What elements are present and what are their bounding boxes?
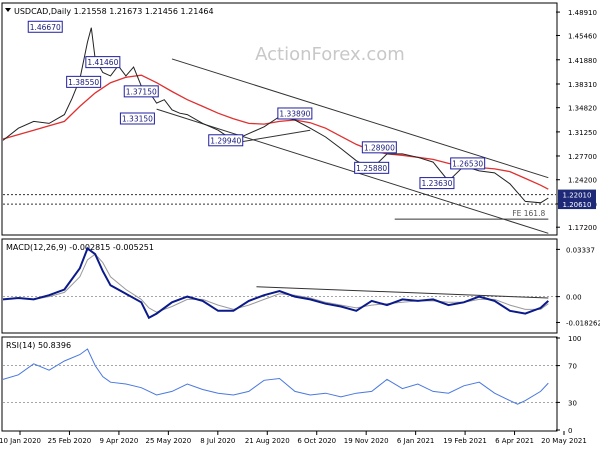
level-label-text: 1.20610 <box>563 201 592 209</box>
price-y-tick-label: 1.27700 <box>568 153 597 161</box>
x-tick-label: 6 Oct 2020 <box>297 437 336 445</box>
x-tick-label: 6 Jan 2021 <box>397 437 435 445</box>
x-tick-label: 21 Aug 2020 <box>245 437 290 445</box>
price-y-tick-label: 1.17200 <box>568 224 597 232</box>
x-tick-label: 19 Nov 2020 <box>344 437 389 445</box>
price-line <box>2 27 549 204</box>
x-tick-label: 10 Jan 2020 <box>0 437 41 445</box>
macd-y-tick-label: 0.00 <box>566 294 582 302</box>
level-label-box <box>558 189 596 200</box>
price-panel-title: USDCAD,Daily 1.21558 1.21673 1.21456 1.2… <box>14 7 214 16</box>
channel-line <box>233 129 311 144</box>
price-label-text: 1.41460 <box>87 58 118 67</box>
price-label-text: 1.25880 <box>356 164 387 173</box>
x-tick-label: 25 May 2020 <box>146 437 192 445</box>
price-labels-group: 1.46670 1.38550 1.41460 1.37150 1.33150 1.299… <box>27 20 596 210</box>
rsi-y-tick-label: 0 <box>568 427 572 435</box>
x-tick-label: 6 Apr 2021 <box>495 437 534 445</box>
price-y-tick-label: 1.31250 <box>568 129 597 137</box>
price-y-tick-label: 1.45460 <box>568 32 597 40</box>
rsi-panel: RSI(14) 50.8396 100 70 30 0 <box>1 335 581 435</box>
rsi-lines-group <box>2 348 556 405</box>
channel-line <box>156 108 549 234</box>
price-label-text: 1.33150 <box>122 115 153 124</box>
price-label-box <box>450 157 486 170</box>
x-tick-label: 25 Feb 2020 <box>48 437 92 445</box>
price-label-box <box>119 112 155 125</box>
macd-lines-group <box>2 246 556 320</box>
macd-y-tick-label: -0.018262 <box>566 319 600 327</box>
price-label-text: 1.26530 <box>452 159 483 168</box>
x-tick-label: 9 Apr 2020 <box>99 437 138 445</box>
macd-panel: MACD(12,26,9) -0.002815 -0.005251 0.0333… <box>1 238 600 334</box>
macd-line <box>2 246 549 320</box>
price-label-text: 1.33890 <box>279 109 310 118</box>
watermark: ActionForex.com <box>255 44 405 65</box>
price-label-text: 1.29940 <box>210 136 241 145</box>
price-label-box <box>419 177 455 190</box>
rsi-panel-title: RSI(14) 50.8396 <box>6 341 71 350</box>
x-tick-label: 8 Jul 2020 <box>200 437 235 445</box>
macd-panel-title: MACD(12,26,9) -0.002815 -0.005251 <box>6 243 154 252</box>
rsi-y-tick-label: 70 <box>568 363 577 371</box>
channel-line <box>171 58 549 179</box>
price-label-text: 1.38550 <box>68 78 99 87</box>
macd-y-tick-label: 0.03337 <box>566 246 595 254</box>
fe-label: FE 161.8 <box>512 209 545 218</box>
price-label-text: 1.46670 <box>30 23 61 32</box>
price-y-tick-label: 1.41880 <box>568 57 597 65</box>
price-panel: ActionForex.com USDCAD,Daily 1.21558 1.2… <box>1 2 597 236</box>
price-label-text: 1.23630 <box>421 179 452 188</box>
price-label-box <box>123 85 159 98</box>
macd-signal-line <box>2 253 549 313</box>
price-label-box <box>85 56 121 69</box>
price-y-tick-label: 1.38310 <box>568 81 597 89</box>
price-label-box <box>27 20 63 33</box>
rsi-line <box>2 348 549 405</box>
level-label-box <box>558 199 596 210</box>
price-label-box <box>66 75 102 88</box>
price-label-box <box>208 134 244 147</box>
collapse-triangle-icon[interactable] <box>5 8 11 12</box>
price-y-tick-label: 1.34820 <box>568 105 597 113</box>
level-label-text: 1.22010 <box>563 192 592 200</box>
price-y-tick-label: 1.24200 <box>568 177 597 185</box>
price-label-box <box>277 107 313 120</box>
price-label-box <box>361 141 397 154</box>
rsi-y-axis: 100 70 30 0 <box>556 335 581 435</box>
price-y-tick-label: 1.48910 <box>568 9 597 17</box>
price-label-text: 1.28900 <box>364 143 395 152</box>
x-tick-label: 20 May 2021 <box>541 437 587 445</box>
rsi-y-tick-label: 100 <box>568 335 581 343</box>
x-axis: 10 Jan 2020 25 Feb 2020 9 Apr 2020 25 May 2… <box>0 431 587 445</box>
price-label-box <box>354 161 390 174</box>
macd-y-axis: 0.03337 0.00 -0.018262 <box>556 246 600 327</box>
x-tick-label: 19 Feb 2021 <box>443 437 487 445</box>
macd-trend-line <box>256 286 549 299</box>
price-lines-group <box>2 27 556 234</box>
price-label-text: 1.37150 <box>126 87 157 96</box>
rsi-y-tick-label: 30 <box>568 399 577 407</box>
